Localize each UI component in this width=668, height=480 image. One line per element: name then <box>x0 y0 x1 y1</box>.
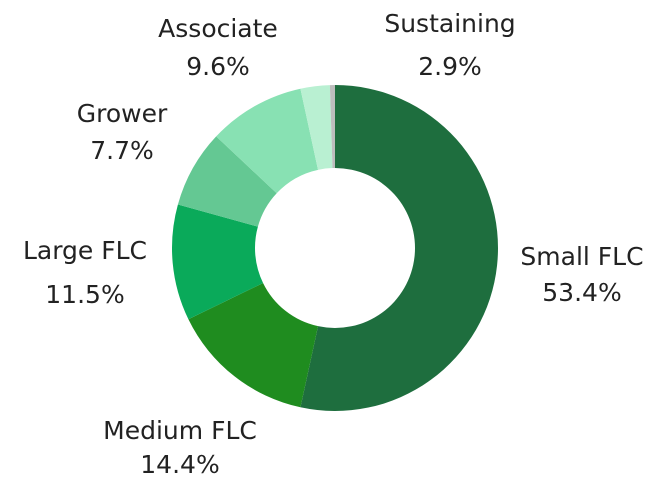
slice-label: Medium FLC <box>103 416 257 445</box>
donut-slice <box>171 204 264 320</box>
slice-label: Sustaining <box>384 9 515 38</box>
slice-value-label: 11.5% <box>45 280 124 309</box>
donut-slice <box>188 282 319 408</box>
donut-slice <box>216 88 319 194</box>
donut-slice <box>329 85 335 169</box>
donut-slice <box>300 85 499 411</box>
slice-value-label: 14.4% <box>140 450 219 479</box>
slice-value-label: 53.4% <box>542 278 621 307</box>
donut-slice <box>177 136 277 227</box>
slice-label: Grower <box>77 99 168 128</box>
slice-label: Large FLC <box>23 236 147 265</box>
slice-label: Associate <box>158 14 278 43</box>
slice-value-label: 9.6% <box>186 52 250 81</box>
donut-slice <box>300 85 333 170</box>
slice-label: Small FLC <box>520 242 643 271</box>
slice-value-label: 2.9% <box>418 52 482 81</box>
slice-value-label: 7.7% <box>90 136 154 165</box>
